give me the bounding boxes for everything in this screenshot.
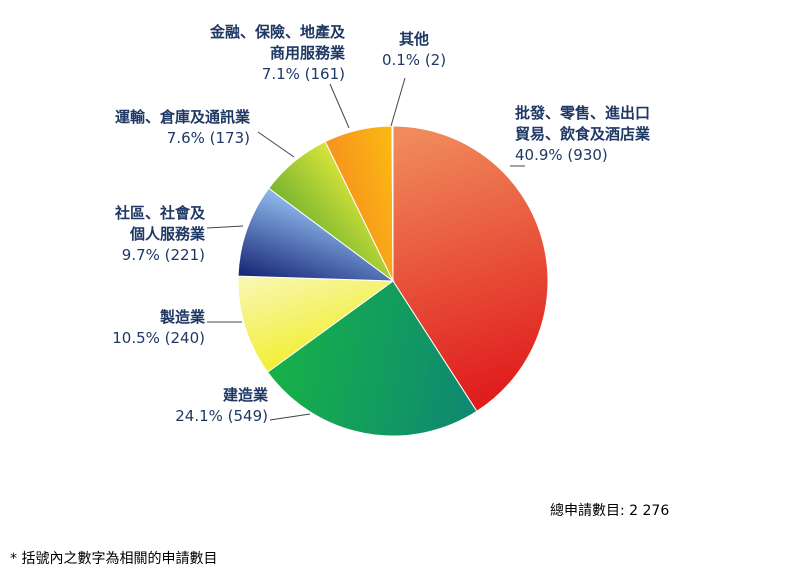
slice-label-line: 運輸、倉庫及通訊業	[115, 108, 251, 126]
footnote: * 括號內之數字為相關的申請數目	[10, 551, 217, 567]
slice-label-line: 貿易、飲食及酒店業	[515, 125, 651, 143]
slice-value-text: 10.5% (240)	[112, 329, 205, 347]
slice-label-5: 金融、保險、地產及商用服務業 7.1% (161)	[209, 23, 346, 83]
slice-label-3: 社區、社會及個人服務業 9.7% (221)	[114, 204, 206, 264]
slice-label-line: 製造業	[159, 308, 206, 326]
leader-line-1	[269, 413, 311, 421]
slice-label-line: 批發、零售、進出口	[515, 104, 650, 122]
slice-label-0: 批發、零售、進出口貿易、飲食及酒店業 40.9% (930)	[515, 104, 651, 164]
total-applications: 總申請數目: 2 276	[550, 502, 669, 519]
slice-label-line: 商用服務業	[270, 44, 346, 62]
slice-value-text: 40.9% (930)	[515, 146, 608, 164]
slice-label-line: 個人服務業	[129, 225, 206, 243]
slice-value-text: 0.1% (2)	[382, 51, 446, 69]
pie-slice-6	[391, 125, 394, 282]
slice-label-line: 建造業	[223, 386, 269, 404]
slice-label-1: 建造業 24.1% (549)	[175, 386, 269, 425]
slice-label-line: 社區、社會及	[114, 204, 206, 222]
slice-labels: 批發、零售、進出口貿易、飲食及酒店業 40.9% (930) 建造業 24.1% (5…	[112, 23, 651, 425]
pie-slices	[237, 125, 549, 437]
leader-line-5	[329, 83, 350, 129]
pie-slice-3	[237, 187, 395, 282]
leader-line-3	[206, 225, 244, 229]
slice-value-text: 24.1% (549)	[175, 407, 268, 425]
slice-label-line: 金融、保險、地產及	[209, 23, 346, 41]
slice-label-6: 其他 0.1% (2)	[382, 30, 446, 69]
slice-label-2: 製造業 10.5% (240)	[112, 308, 206, 347]
pie-slice-0	[392, 125, 549, 413]
pie-slice-1	[266, 280, 478, 437]
pie-slice-2	[237, 275, 395, 373]
leader-line-4	[257, 131, 295, 158]
slice-label-4: 運輸、倉庫及通訊業 7.6% (173)	[115, 108, 251, 147]
slice-value-text: 7.1% (161)	[262, 65, 345, 83]
slice-value-text: 9.7% (221)	[122, 246, 205, 264]
leader-lines	[206, 77, 525, 421]
leader-line-6	[390, 77, 406, 127]
slice-label-line: 其他	[399, 30, 429, 48]
slice-value-text: 7.6% (173)	[167, 129, 250, 147]
